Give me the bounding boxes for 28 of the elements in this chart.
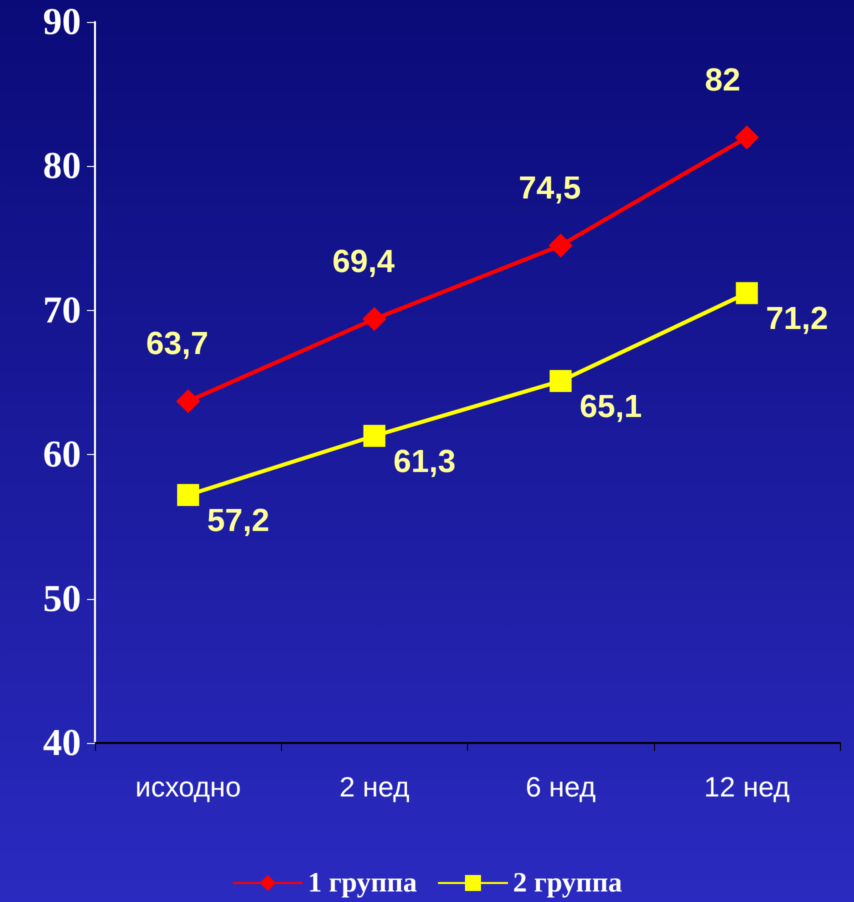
legend-label: 1 группа: [308, 868, 418, 898]
data-label: 61,3: [393, 442, 456, 479]
data-label: 69,4: [332, 243, 395, 280]
point: [548, 234, 573, 258]
x-tick-label: 6 нед: [526, 772, 596, 802]
x-tick-label: 2 нед: [339, 772, 410, 802]
legend-label: 2 группа: [513, 868, 622, 898]
data-label: 65,1: [580, 388, 642, 424]
x-tick-label: исходно: [135, 772, 241, 802]
data-label: 74,5: [518, 170, 581, 206]
data-label: 57,2: [207, 502, 270, 538]
data-label: 63,7: [146, 325, 208, 362]
y-tick-label: 40: [43, 722, 81, 764]
point: [176, 389, 200, 414]
point: [734, 125, 759, 150]
point: [177, 484, 200, 506]
y-tick-label: 70: [43, 289, 81, 332]
point: [362, 307, 386, 332]
y-tick-label: 60: [43, 434, 81, 476]
x-tick-label: 12 нед: [704, 772, 790, 802]
y-tick-label: 90: [43, 1, 81, 43]
data-label: 82: [704, 61, 740, 98]
point: [736, 282, 758, 304]
point: [363, 424, 386, 447]
point: [550, 370, 572, 392]
y-tick-label: 80: [43, 145, 81, 188]
y-tick-label: 50: [43, 578, 81, 620]
data-label: 71,2: [766, 300, 828, 336]
